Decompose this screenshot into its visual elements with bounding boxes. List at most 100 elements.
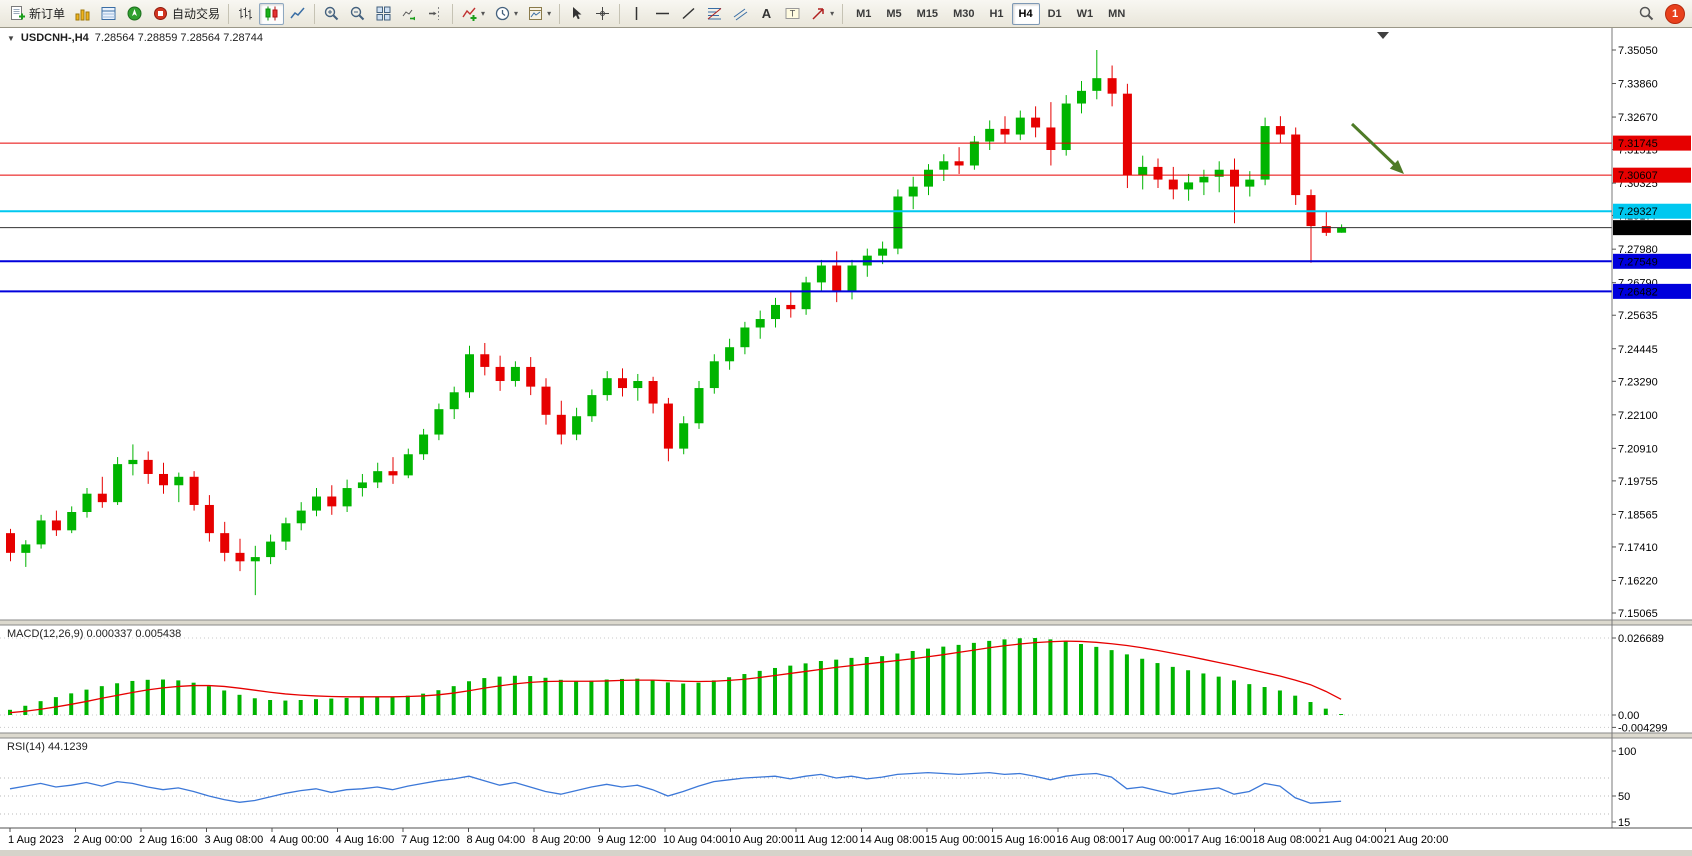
svg-text:7.20910: 7.20910 [1618, 443, 1658, 455]
svg-text:100: 100 [1618, 746, 1636, 758]
auto-scroll-icon [402, 9, 416, 21]
dropdown-caret-icon: ▾ [481, 8, 486, 18]
svg-text:14 Aug 08:00: 14 Aug 08:00 [860, 834, 925, 846]
notification-badge[interactable]: 1 [1665, 3, 1685, 24]
autotrading-icon [154, 7, 168, 20]
market-watch-button[interactable] [70, 3, 95, 25]
price-chart[interactable]: 7.350507.338607.326707.315157.303257.291… [0, 28, 1692, 856]
timeframe-m5-button[interactable]: M5 [879, 3, 908, 25]
periods-button[interactable]: ▾ [490, 3, 522, 25]
svg-text:2 Aug 00:00: 2 Aug 00:00 [74, 834, 133, 846]
bid-price-label: 7.28744 [1613, 220, 1691, 236]
candlestick-mode-button[interactable] [259, 2, 285, 25]
one-click-trading-toggle[interactable]: ▼ [7, 33, 15, 43]
timeframe-h4-button[interactable]: H4 [1011, 2, 1040, 25]
zoom-in-icon [324, 6, 339, 21]
channel-tool-button[interactable] [728, 3, 753, 25]
timeframe-m30-button[interactable]: M30 [946, 3, 981, 25]
svg-text:7.25635: 7.25635 [1618, 310, 1658, 322]
timeframe-w1-button[interactable]: W1 [1070, 3, 1101, 25]
svg-text:18 Aug 08:00: 18 Aug 08:00 [1253, 834, 1318, 846]
crosshair-icon [596, 7, 610, 20]
timeframe-mn-button[interactable]: MN [1101, 3, 1132, 25]
data-window-button[interactable] [96, 3, 121, 25]
tile-windows-icon [376, 6, 391, 21]
svg-text:8 Aug 04:00: 8 Aug 04:00 [467, 834, 526, 846]
arrows-tool-button[interactable]: ▾ [806, 3, 838, 25]
fibonacci-tool-button[interactable] [702, 3, 727, 25]
toolbar-separator [559, 3, 561, 24]
horizontal-line-tool-button[interactable] [650, 3, 675, 25]
search-button[interactable] [1634, 3, 1659, 25]
timeframe-d1-button[interactable]: D1 [1041, 3, 1069, 25]
svg-text:15: 15 [1618, 817, 1630, 829]
svg-text:15 Aug 16:00: 15 Aug 16:00 [991, 834, 1056, 846]
price-label-7.31745: 7.31745 [1613, 135, 1691, 151]
svg-text:7.27549: 7.27549 [1618, 256, 1658, 268]
chart-plot-background[interactable] [0, 28, 1692, 856]
tile-windows-button[interactable] [371, 3, 396, 25]
templates-button[interactable]: ▾ [523, 3, 555, 25]
svg-text:7.35050: 7.35050 [1618, 45, 1658, 57]
templates-icon [529, 7, 543, 20]
svg-text:1 Aug 2023: 1 Aug 2023 [8, 834, 64, 846]
new-order-button[interactable]: 新订单 [5, 3, 69, 25]
pane-splitter[interactable] [0, 733, 1692, 738]
indicators-button[interactable]: ▾ [457, 3, 489, 25]
trendline-tool-button[interactable] [676, 3, 701, 25]
svg-text:4 Aug 16:00: 4 Aug 16:00 [336, 834, 395, 846]
chart-shift-marker[interactable] [1377, 32, 1389, 39]
window-bottom-edge [0, 850, 1692, 856]
autotrading-button[interactable]: 自动交易 [148, 3, 224, 25]
toolbar-separator [619, 3, 621, 24]
timeframe-m1-button[interactable]: M1 [849, 3, 878, 25]
toolbar-separator [842, 3, 844, 24]
candlesticks [6, 50, 1347, 596]
line-chart-icon [290, 7, 305, 19]
price-label-7.29327: 7.29327 [1613, 203, 1691, 219]
time-scale[interactable]: 1 Aug 2023 2 Aug 00:00 2 Aug 16:00 3 Aug 08… [0, 827, 1692, 846]
rsi-line [9, 771, 1342, 804]
vertical-line-tool-button[interactable] [624, 3, 649, 25]
macd-histogram [8, 637, 1344, 715]
channel-icon [733, 8, 748, 21]
chart-shift-button[interactable] [423, 3, 448, 25]
line-chart-mode-button[interactable] [285, 3, 310, 25]
timeframe-h1-button[interactable]: H1 [982, 3, 1010, 25]
svg-text:15 Aug 00:00: 15 Aug 00:00 [925, 834, 990, 846]
text-tool-button[interactable]: A [754, 3, 779, 25]
zoom-out-button[interactable] [345, 3, 370, 25]
svg-text:7.27980: 7.27980 [1618, 244, 1658, 256]
auto-scroll-button[interactable] [397, 3, 422, 25]
bar-chart-mode-button[interactable] [233, 3, 258, 25]
new-order-label: 新订单 [29, 7, 66, 21]
svg-text:A: A [762, 6, 772, 21]
new-order-icon [11, 6, 25, 20]
candlestick-icon [265, 6, 278, 21]
svg-text:16 Aug 08:00: 16 Aug 08:00 [1056, 834, 1121, 846]
svg-text:0.026689: 0.026689 [1618, 633, 1664, 645]
svg-text:11 Aug 12:00: 11 Aug 12:00 [794, 834, 858, 846]
autotrading-label: 自动交易 [172, 7, 221, 21]
svg-text:7.32670: 7.32670 [1618, 112, 1658, 124]
crosshair-tool-button[interactable] [590, 3, 615, 25]
market-watch-icon [75, 9, 90, 21]
svg-text:2 Aug 16:00: 2 Aug 16:00 [139, 834, 198, 846]
pane-splitter[interactable] [0, 620, 1692, 625]
svg-text:7.22100: 7.22100 [1618, 410, 1658, 422]
navigator-button[interactable] [122, 3, 147, 25]
cursor-tool-button[interactable] [564, 3, 589, 25]
text-label-tool-button[interactable]: T [780, 3, 805, 25]
svg-text:21 Aug 04:00: 21 Aug 04:00 [1318, 834, 1383, 846]
text-icon: A [762, 6, 772, 21]
svg-text:50: 50 [1618, 791, 1630, 803]
horizontal-line-objects [0, 142, 1612, 293]
navigator-icon [127, 6, 142, 21]
indicators-icon [462, 7, 477, 21]
trend-arrow-object[interactable] [1350, 122, 1404, 174]
timeframe-m15-button[interactable]: M15 [910, 3, 945, 25]
svg-text:7.18565: 7.18565 [1618, 509, 1658, 521]
zoom-in-button[interactable] [319, 3, 344, 25]
svg-text:7.26482: 7.26482 [1618, 286, 1658, 298]
trendline-icon [682, 7, 695, 20]
